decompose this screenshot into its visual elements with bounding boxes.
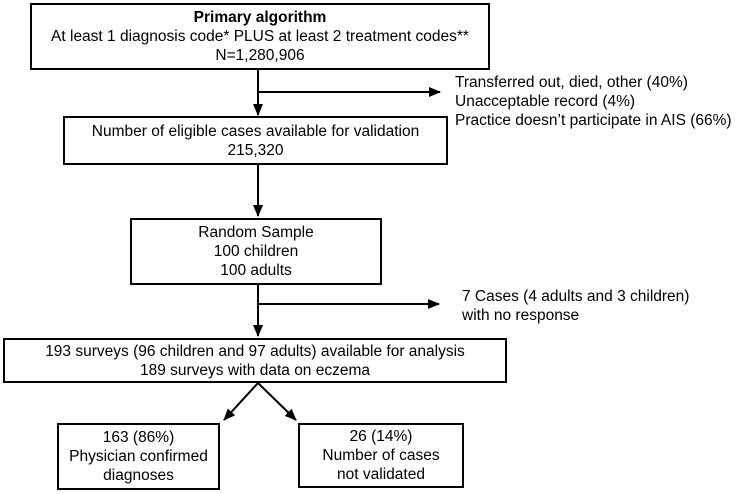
box-physician-confirmed-line: diagnoses	[103, 467, 174, 484]
note-no-response-line: with no response	[462, 307, 580, 324]
arrow-surveys-to-confirmed	[223, 382, 259, 421]
arrow-surveys-to-not-validated	[257, 382, 297, 421]
box-eligible-cases-count: 215,320	[227, 141, 284, 159]
box-primary-algorithm-line: At least 1 diagnosis code* PLUS at least…	[51, 28, 469, 45]
box-surveys-analysis-line: 193 surveys (96 children and 97 adults) …	[45, 342, 465, 360]
note-exclusions-line: Transferred out, died, other (40%)	[455, 74, 688, 91]
box-physician-confirmed-line: Physician confirmed	[69, 448, 208, 465]
box-physician-confirmed: 163 (86%) Physician confirmed diagnoses	[57, 423, 220, 490]
box-not-validated-line: Number of cases	[322, 447, 440, 464]
box-primary-algorithm-count: N=1,280,906	[215, 47, 305, 64]
box-primary-algorithm-title: Primary algorithm	[193, 9, 327, 26]
note-no-response: 7 Cases (4 adults and 3 children) with n…	[462, 287, 689, 325]
note-exclusions-line: Unacceptable record (4%)	[455, 93, 636, 110]
box-eligible-cases-line: Number of eligible cases available for v…	[91, 122, 420, 140]
box-surveys-analysis: 193 surveys (96 children and 97 adults) …	[3, 338, 507, 383]
box-not-validated-line: not validated	[337, 466, 425, 483]
box-random-sample: Random Sample 100 children 100 adults	[130, 218, 382, 285]
box-random-sample-children: 100 children	[213, 243, 299, 260]
box-surveys-eczema-line: 189 surveys with data on eczema	[139, 361, 371, 379]
note-exclusions-line: Practice doesn’t participate in AIS (66%…	[455, 112, 732, 129]
note-no-response-line: 7 Cases (4 adults and 3 children)	[462, 288, 690, 305]
box-not-validated-count: 26 (14%)	[349, 428, 413, 445]
note-exclusions-primary: Transferred out, died, other (40%) Unacc…	[455, 73, 732, 130]
box-random-sample-adults: 100 adults	[220, 262, 292, 279]
box-eligible-cases: Number of eligible cases available for v…	[63, 116, 448, 165]
box-physician-confirmed-count: 163 (86%)	[102, 429, 175, 446]
box-random-sample-title: Random Sample	[198, 224, 314, 241]
box-primary-algorithm: Primary algorithm At least 1 diagnosis c…	[30, 3, 490, 70]
box-not-validated: 26 (14%) Number of cases not validated	[298, 423, 464, 488]
